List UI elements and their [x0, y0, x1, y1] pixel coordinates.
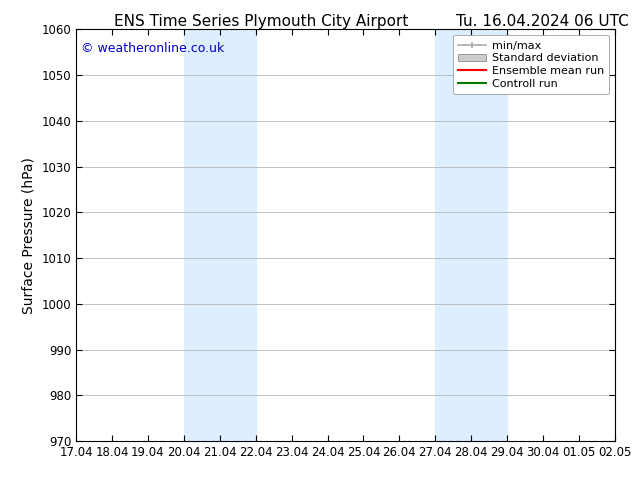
Text: © weatheronline.co.uk: © weatheronline.co.uk: [81, 42, 224, 55]
Bar: [184, 29, 256, 441]
Bar: [436, 29, 507, 441]
Legend: min/max, Standard deviation, Ensemble mean run, Controll run: min/max, Standard deviation, Ensemble me…: [453, 35, 609, 95]
Text: Tu. 16.04.2024 06 UTC: Tu. 16.04.2024 06 UTC: [456, 14, 629, 29]
Y-axis label: Surface Pressure (hPa): Surface Pressure (hPa): [22, 157, 36, 314]
Text: ENS Time Series Plymouth City Airport: ENS Time Series Plymouth City Airport: [114, 14, 408, 29]
